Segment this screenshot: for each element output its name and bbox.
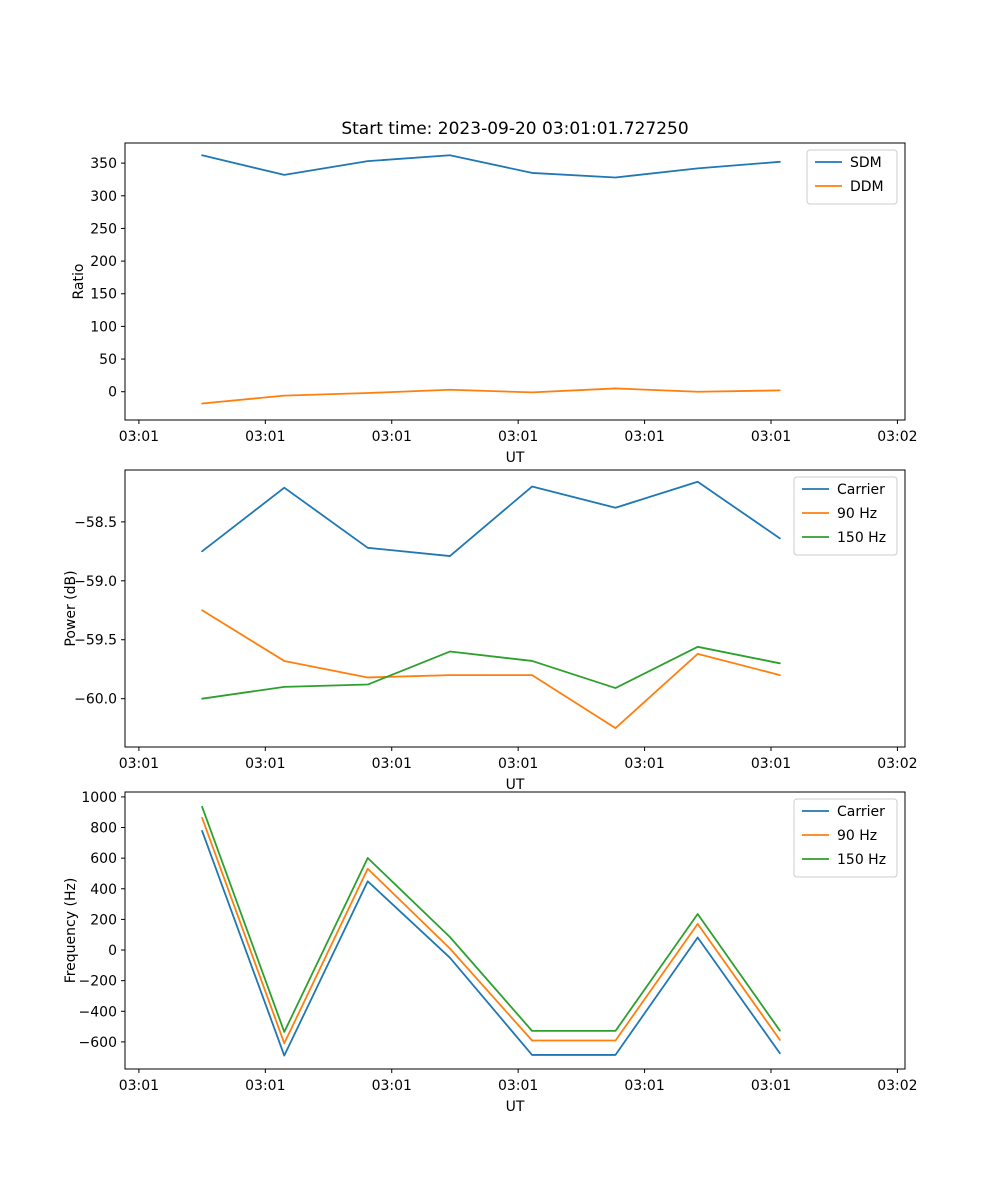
x-tick-label: 03:01 — [372, 756, 412, 772]
series-line-carrier — [201, 480, 781, 557]
chart-ratio: 03:01 03:01 03:01 03:01 03:01 03:01 03:02 0 50 10… — [71, 142, 918, 466]
y-tick-label: 0 — [108, 385, 117, 401]
legend-entry-label: 150 Hz — [837, 852, 886, 868]
legend-entry-label: 150 Hz — [837, 530, 886, 546]
y-tick-label: 100 — [90, 319, 117, 335]
legend-entry-label: 90 Hz — [837, 828, 877, 844]
x-tick-label: 03:01 — [119, 756, 159, 772]
y-axis-label: Frequency (Hz) — [63, 878, 79, 984]
y-tick-label: 350 — [90, 156, 117, 172]
x-tick-label: 03:01 — [498, 756, 538, 772]
x-tick-label: 03:01 — [119, 1078, 159, 1094]
series-line-90-hz — [201, 609, 781, 730]
legend-entry-label: SDM — [850, 155, 882, 171]
figure-title: Start time: 2023-09-20 03:01:01.727250 — [341, 119, 689, 139]
axes-spines — [124, 791, 906, 1070]
x-axis-label: UT — [506, 777, 525, 793]
legend-entry-label: Carrier — [837, 804, 885, 820]
y-tick-label: 150 — [90, 287, 117, 303]
y-tick-label: −400 — [79, 1004, 117, 1020]
legend-entry-label: 90 Hz — [837, 506, 877, 522]
legend-box — [806, 149, 898, 205]
y-tick-label: −600 — [79, 1035, 117, 1051]
y-axis-label: Power (dB) — [63, 570, 79, 646]
axes-spines — [124, 142, 906, 421]
series-line-150-hz — [201, 645, 781, 700]
x-tick-label: 03:02 — [877, 1078, 917, 1094]
y-tick-label: −59.0 — [74, 574, 117, 590]
series-line-90-hz — [201, 816, 781, 1045]
y-tick-label: 400 — [90, 882, 117, 898]
x-tick-label: 03:01 — [245, 429, 285, 445]
x-tick-label: 03:01 — [624, 756, 664, 772]
y-tick-label: 300 — [90, 189, 117, 205]
series-line-ddm — [201, 387, 781, 405]
chart-frequency-hz-: 03:01 03:01 03:01 03:01 03:01 03:01 03:02 1000 8… — [63, 790, 918, 1115]
y-tick-label: −59.5 — [74, 633, 117, 649]
y-tick-label: 50 — [99, 352, 117, 368]
series-line-150-hz — [201, 805, 781, 1033]
y-tick-label: 800 — [90, 821, 117, 837]
y-tick-label: −60.0 — [74, 692, 117, 708]
x-tick-label: 03:01 — [751, 1078, 791, 1094]
legend-entry-label: DDM — [850, 179, 884, 195]
y-tick-label: 200 — [90, 254, 117, 270]
x-tick-label: 03:02 — [877, 756, 917, 772]
y-tick-label: 600 — [90, 851, 117, 867]
x-tick-label: 03:01 — [372, 1078, 412, 1094]
x-tick-label: 03:01 — [498, 429, 538, 445]
axes-spines — [124, 469, 906, 748]
series-line-sdm — [201, 154, 781, 179]
x-tick-label: 03:02 — [877, 429, 917, 445]
x-tick-label: 03:01 — [751, 429, 791, 445]
legend-entry-label: Carrier — [837, 482, 885, 498]
y-tick-label: 200 — [90, 912, 117, 928]
y-tick-label: 0 — [108, 943, 117, 959]
chart-power-db-: 03:01 03:01 03:01 03:01 03:01 03:01 03:02 −58.5… — [63, 469, 918, 793]
series-line-carrier — [201, 829, 781, 1057]
x-tick-label: 03:01 — [245, 1078, 285, 1094]
x-tick-label: 03:01 — [498, 1078, 538, 1094]
y-tick-label: 250 — [90, 221, 117, 237]
y-tick-label: 1000 — [81, 790, 117, 806]
x-axis-label: UT — [506, 450, 525, 466]
legend-box — [793, 476, 898, 556]
x-tick-label: 03:01 — [245, 756, 285, 772]
y-axis-label: Ratio — [71, 264, 87, 300]
x-tick-label: 03:01 — [624, 429, 664, 445]
x-axis-label: UT — [506, 1099, 525, 1115]
x-tick-label: 03:01 — [372, 429, 412, 445]
x-tick-label: 03:01 — [751, 756, 791, 772]
legend-box — [793, 798, 898, 878]
y-tick-label: −200 — [79, 974, 117, 990]
x-tick-label: 03:01 — [624, 1078, 664, 1094]
x-tick-label: 03:01 — [119, 429, 159, 445]
y-tick-label: −58.5 — [74, 515, 117, 531]
